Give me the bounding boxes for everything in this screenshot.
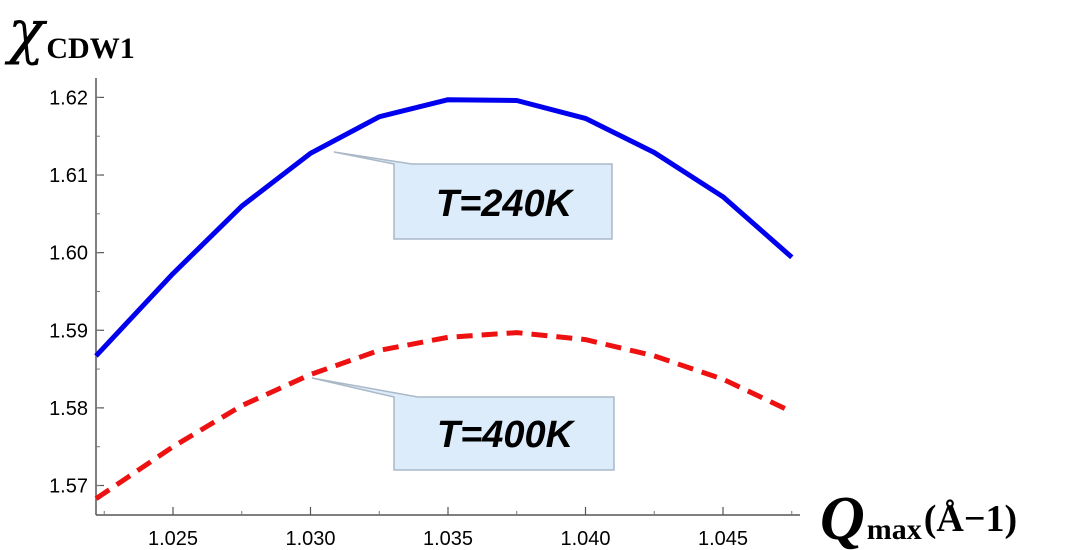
x-tick-label: 1.030 [285,528,335,550]
x-axis-label: Qmax(Å−1) [820,485,1017,550]
y-axis-label: χCDW1 [4,0,135,67]
y-tick-label: 1.59 [49,320,88,342]
y-axis-label-symbol: χ [4,0,48,67]
x-tick-label: 1.025 [148,528,198,550]
y-tick-label: 1.62 [49,87,88,109]
x-axis-label-unit: (Å−1) [924,498,1017,540]
y-tick-label: 1.57 [49,476,88,498]
x-tick-label: 1.045 [698,528,748,550]
callout-t400k-box [311,377,615,471]
callout-t240k: T=240K [333,151,613,240]
y-tick-label: 1.61 [49,165,88,187]
series-line-t240k [94,97,794,358]
y-axis-label-subscript: CDW1 [46,32,134,65]
callout-t240k-label: T=240K [436,183,575,225]
x-axis-label-symbol: Q [820,485,865,550]
y-tick-label: 1.60 [49,243,88,265]
x-tick-label: 1.040 [560,528,610,550]
callout-t400k-label: T=400K [437,414,576,456]
y-tick-label: 1.58 [49,398,88,420]
x-tick-label: 1.035 [423,528,473,550]
callout-t400k: T=400K [311,377,615,471]
x-axis-label-subscript: max [867,513,922,546]
callout-t240k-box [333,151,613,240]
axis-ticks: 1.57 1.58 1.59 1.60 1.61 1.62 1.025 1.030 1.035 1… [49,87,793,550]
